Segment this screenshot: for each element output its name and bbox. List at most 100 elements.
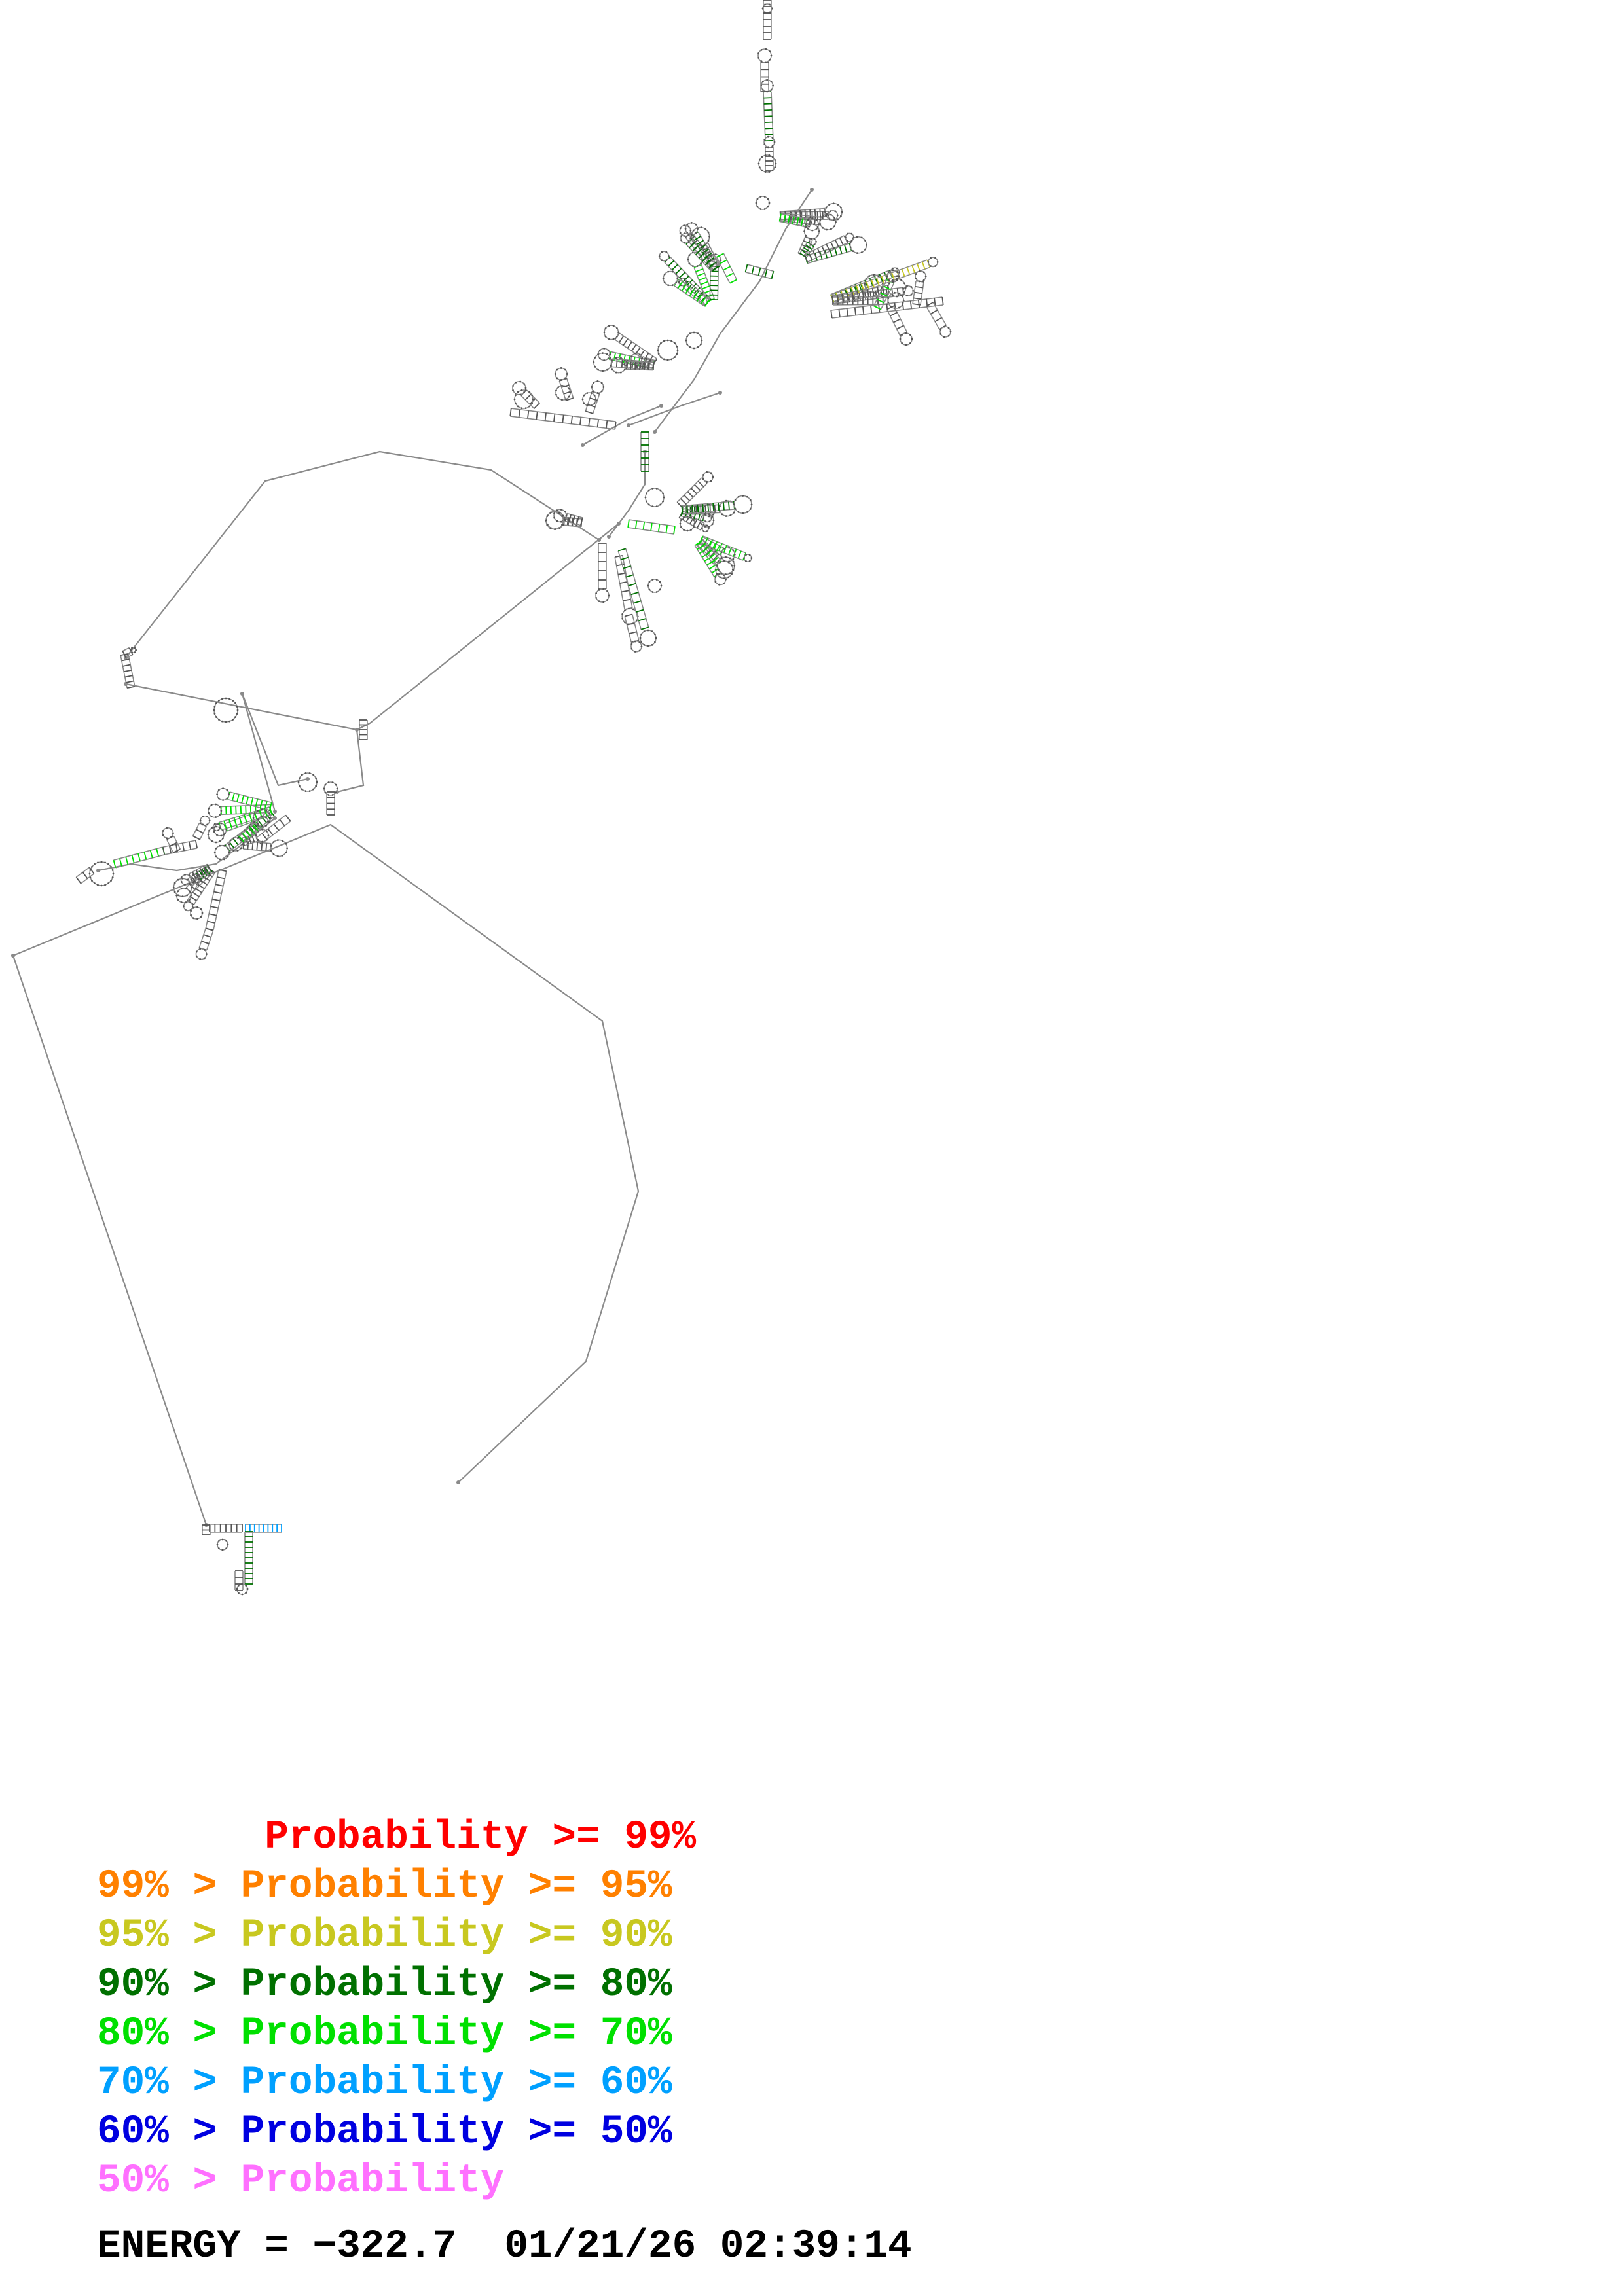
helix-stem (188, 863, 211, 882)
hairpin-loop (902, 285, 915, 297)
backbone-node (11, 954, 15, 958)
backbone-inner3 (337, 729, 365, 793)
probability-legend: Probability >= 99% 99% > Probability >= 9… (97, 1813, 696, 2206)
hairpin-loop (915, 270, 927, 283)
hairpin-loop (889, 267, 900, 278)
backbone-node (273, 810, 277, 814)
backbone-long-left (12, 955, 208, 1526)
hairpin-loop (680, 232, 692, 244)
helix-stem (202, 1524, 211, 1535)
helix-stem (681, 501, 735, 514)
hairpin-loop (927, 257, 939, 268)
helix-stem (709, 266, 720, 301)
helix-stem (744, 264, 775, 279)
hairpin-loop (849, 236, 867, 254)
hairpin-loop (593, 352, 613, 372)
hairpin-loop (644, 487, 665, 508)
energy-footer: ENERGY = −322.7 01/21/26 02:39:14 (97, 2224, 912, 2269)
legend-row: 60% > Probability >= 50% (97, 2109, 672, 2155)
backbone-node (810, 188, 814, 192)
helix-stem (763, 12, 772, 40)
hairpin-loop (228, 837, 244, 852)
helix-stem (803, 235, 848, 262)
helix-stem (830, 259, 931, 303)
hairpin-loop (554, 367, 568, 381)
helix-stem (625, 361, 655, 371)
backbone-mid-link (125, 523, 619, 731)
helix-stem (75, 867, 95, 884)
hairpin-loop (162, 827, 174, 840)
energy-value: −322.7 (312, 2224, 457, 2269)
hairpin-loop (819, 213, 837, 231)
legend-row: Probability >= 99% (97, 1815, 697, 1860)
hairpin-loop (208, 803, 223, 818)
helix-stem (113, 846, 166, 869)
hairpin-loop (297, 772, 318, 793)
backbone-node (581, 443, 585, 447)
hairpin-loop (621, 607, 639, 626)
hairpin-loop (610, 357, 627, 374)
legend-row: 95% > Probability >= 90% (97, 1913, 672, 1958)
helix-stem (673, 278, 710, 307)
hairpin-loop (213, 844, 230, 861)
helix-stem (166, 835, 181, 853)
hairpin-loop (887, 278, 907, 298)
backbone-node (653, 430, 657, 434)
hairpin-loop (647, 579, 663, 593)
helix-stem (359, 719, 368, 740)
hairpin-loop (553, 509, 568, 523)
helix-stem (760, 62, 769, 92)
helix-stem (564, 512, 583, 526)
hairpin-loop (183, 901, 194, 912)
helix-stem (624, 613, 640, 643)
backbone-node (240, 692, 244, 696)
hairpin-loop (886, 269, 900, 283)
hairpin-loop (595, 588, 610, 603)
hairpin-loop (216, 1538, 229, 1551)
helix-stem (218, 806, 273, 831)
hairpin-loop (844, 232, 855, 242)
hairpin-loop (255, 828, 270, 843)
helix-stem (205, 869, 227, 931)
backbone-long-right (12, 823, 640, 1483)
hairpin-loop (939, 325, 952, 338)
helix-stem (598, 543, 607, 590)
backbone-trunk-upper (654, 189, 812, 433)
helix-stem (640, 431, 649, 472)
backbone-node (306, 777, 310, 781)
helix-stem (558, 378, 574, 401)
helix-stem (617, 548, 649, 630)
hairpin-loop (743, 554, 753, 563)
helix-stem (198, 927, 214, 951)
hairpin-loop (513, 389, 534, 410)
hairpin-loop (591, 380, 605, 394)
hairpin-loop (195, 948, 208, 960)
hairpin-loop (639, 629, 657, 647)
hairpin-loop (581, 392, 597, 406)
legend-row: 80% > Probability >= 70% (97, 2011, 672, 2056)
legend-row: 99% > Probability >= 95% (97, 1864, 672, 1909)
hairpin-loop (190, 906, 204, 920)
hairpin-loop (733, 495, 753, 514)
hairpin-loop (714, 573, 727, 586)
backbone-lines (11, 188, 814, 1527)
hairpin-loop (172, 877, 192, 898)
helix-stem (778, 213, 808, 228)
hairpin-loop (216, 787, 230, 801)
helix-stem (627, 519, 676, 535)
hairpin-loop (679, 515, 696, 532)
helix-stem (610, 358, 655, 370)
hairpin-loop (714, 560, 734, 579)
backbone-inner (241, 693, 276, 812)
hairpin-loop (824, 202, 843, 221)
legend-row: 90% > Probability >= 80% (97, 1962, 672, 2007)
helix-stem (763, 90, 774, 142)
hairpin-loop (630, 640, 643, 653)
helix-stem (805, 243, 852, 264)
backbone-node (456, 1480, 460, 1484)
legend-row: 70% > Probability >= 60% (97, 2060, 672, 2106)
helix-stem (209, 1524, 243, 1533)
backbone-arc-a (628, 391, 721, 427)
hairpin-loop (760, 79, 775, 93)
hairpin-loop (236, 1583, 249, 1596)
